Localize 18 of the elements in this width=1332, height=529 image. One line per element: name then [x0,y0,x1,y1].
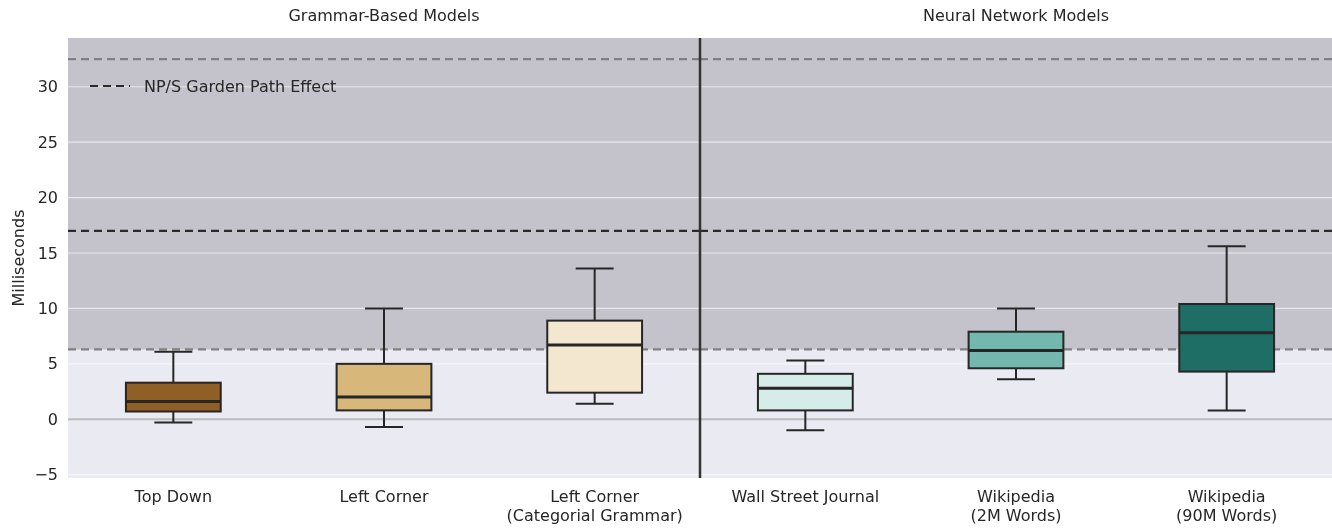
y-tick-label: 15 [37,243,58,263]
x-tick-label: Wikipedia (2M Words) [970,487,1062,525]
y-tick-label: 10 [37,299,58,319]
legend-label: NP/S Garden Path Effect [144,76,337,96]
chart-title: Neural Network Models [922,6,1110,25]
y-tick-label: 30 [37,77,58,97]
y-axis-title: Milliseconds [9,209,28,307]
y-tick-label: −5 [34,465,58,485]
x-tick-label: Left Corner (Categorial Grammar) [506,487,683,525]
y-tick-label: 25 [37,132,58,152]
y-tick-label: 0 [47,409,58,429]
chart-title: Grammar-Based Models [288,6,480,25]
x-tick-label: Top Down [133,487,213,506]
y-tick-label: 5 [47,354,58,374]
x-tick-label: Wall Street Journal [731,487,880,506]
y-tick-label: 20 [37,188,58,208]
x-tick-label: Left Corner [339,487,429,506]
x-tick-label: Wikipedia (90M Words) [1176,487,1278,525]
